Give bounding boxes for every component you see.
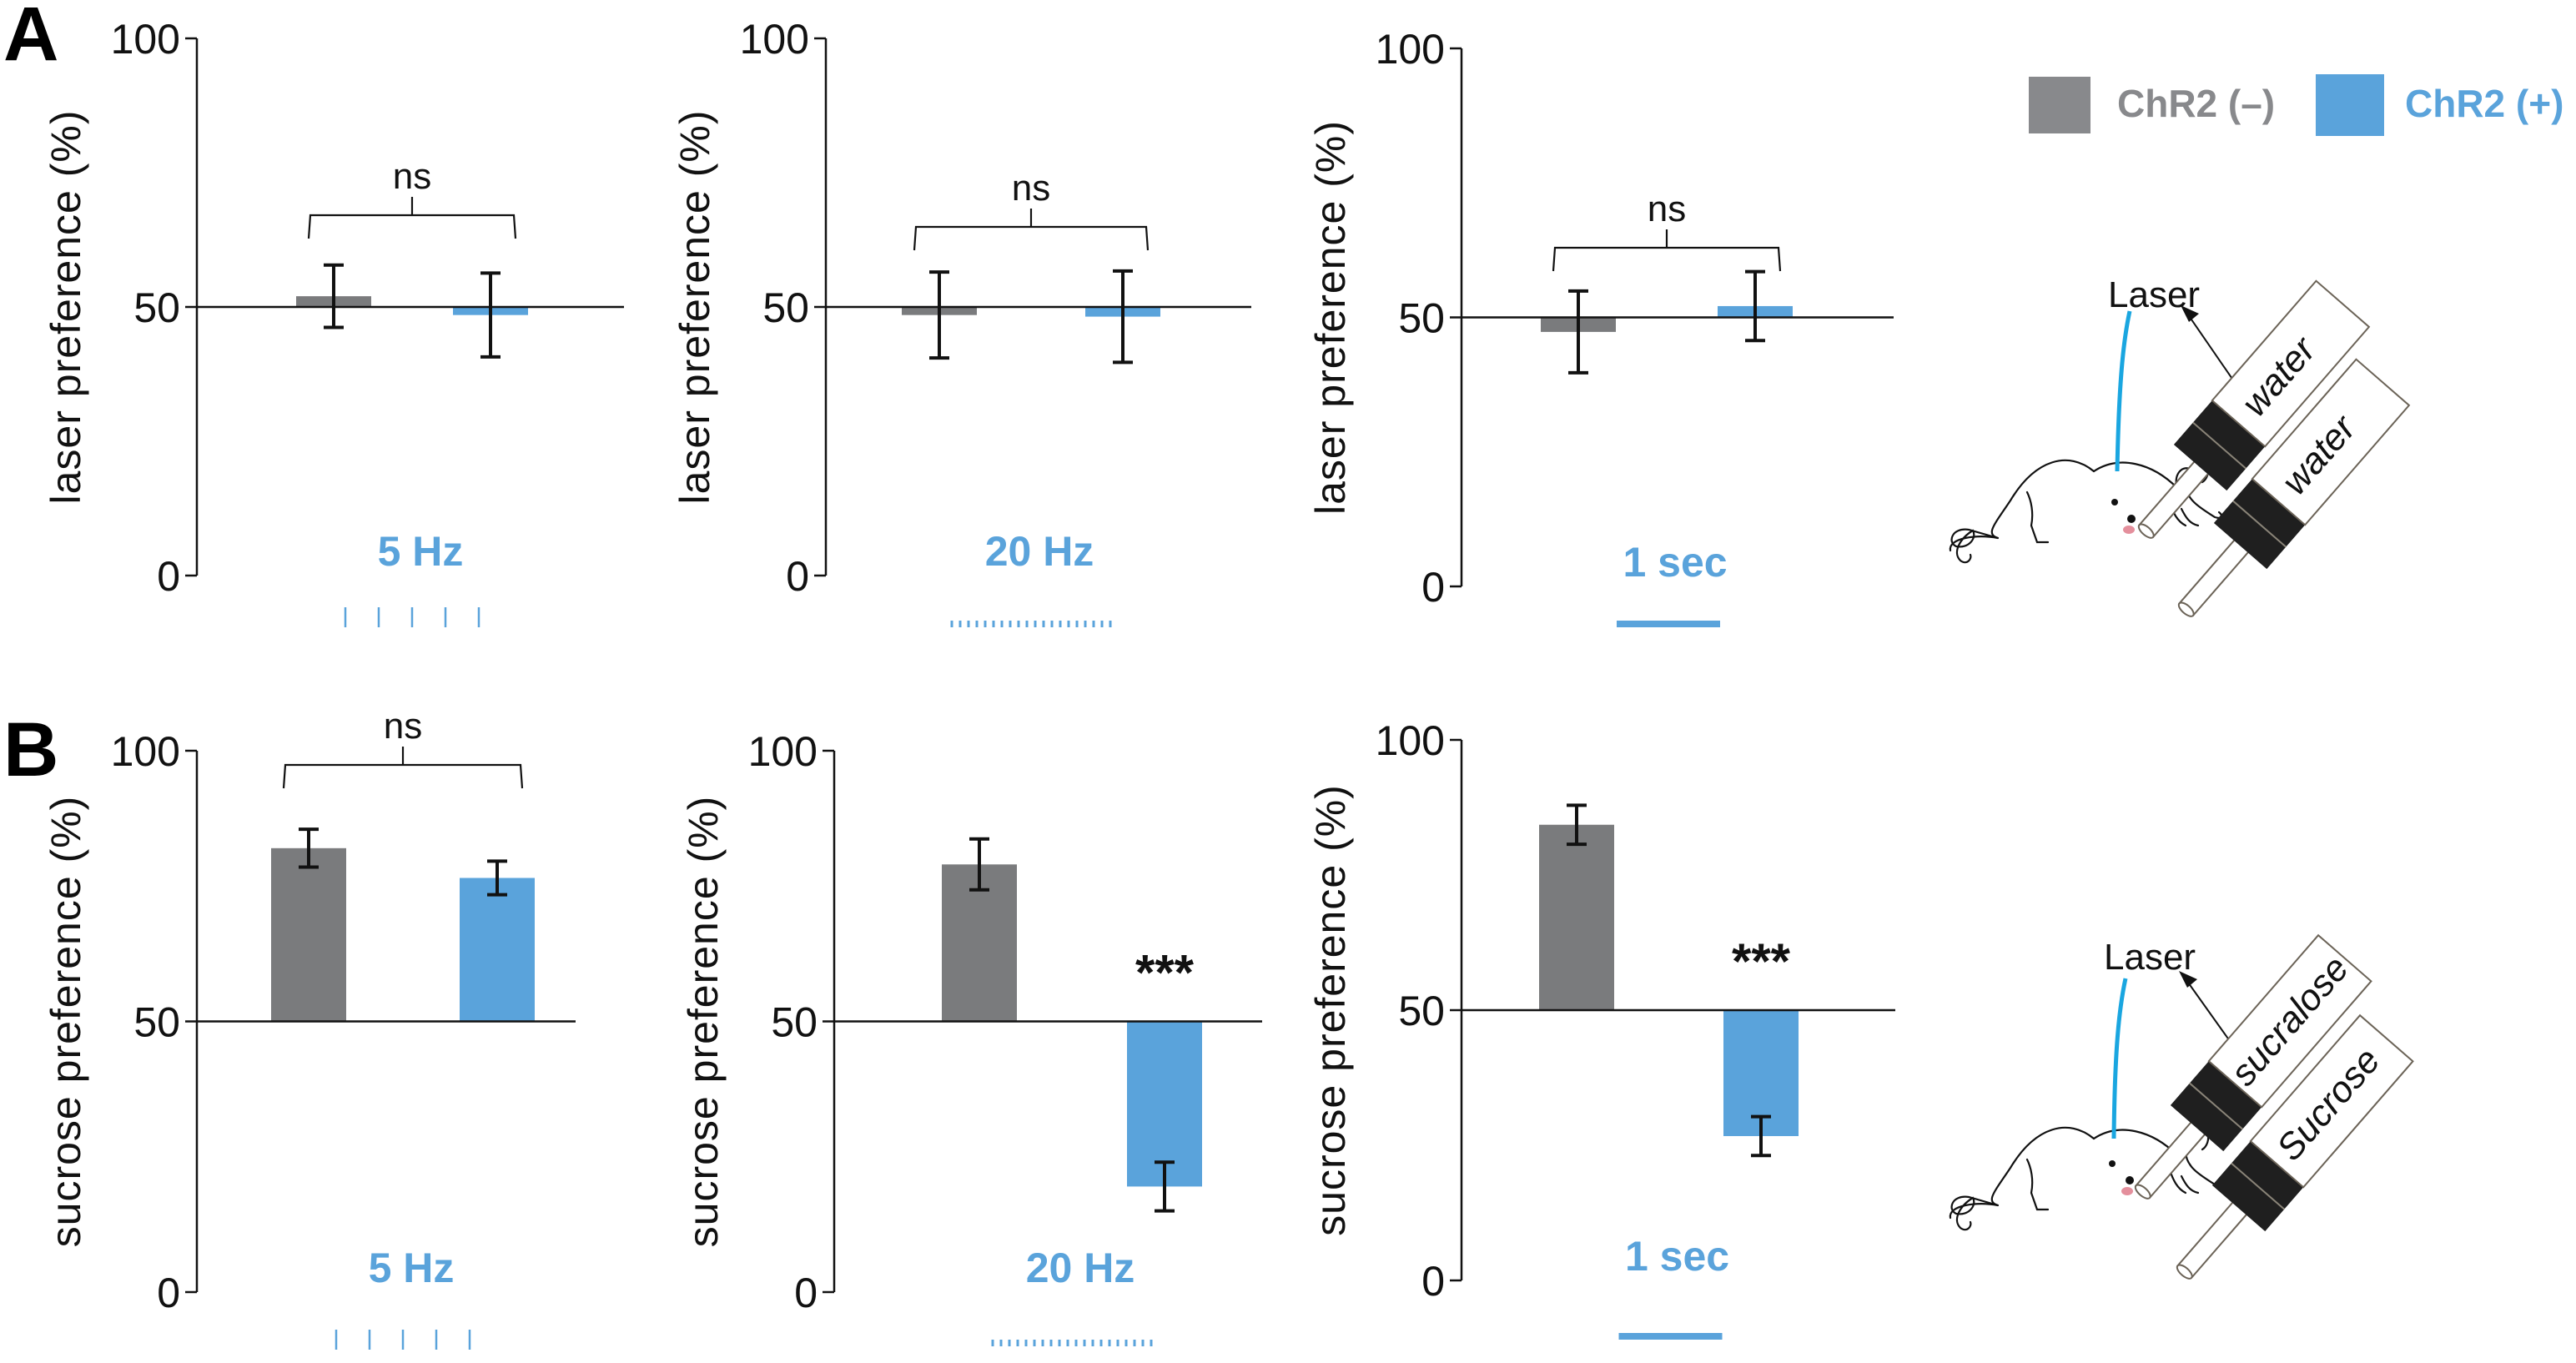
illustration-sucrose-setup: Laser sucralose Sucrose [1949,933,2414,1280]
condition-label: 1 sec [1625,1233,1729,1280]
y-tick-label: 50 [1398,988,1445,1034]
mouse-nose [2126,1176,2134,1184]
significance-bracket [913,225,1150,251]
y-axis-label: sucrose preference (%) [1307,784,1354,1236]
stimulus-continuous [1618,1333,1723,1340]
panel-letter-a: A [3,0,58,77]
significance-label: ns [1648,189,1686,229]
y-tick-label: 0 [794,1270,818,1316]
significance-bracket [282,763,524,789]
y-tick-label: 100 [740,16,809,63]
y-tick-label: 100 [111,728,180,775]
legend-swatch-chr2-neg [2029,77,2090,133]
mouse-nose [2127,515,2136,523]
legend-swatch-chr2-pos [2316,74,2384,136]
stimulus-continuous [1617,621,1720,627]
bar-chr2-neg [1539,824,1614,1010]
laser-fiber [2115,310,2132,472]
bar-chr2-pos [460,878,535,1022]
condition-label: 20 Hz [1026,1245,1135,1291]
arrow-head [2179,971,2197,988]
y-tick-label: 100 [748,728,818,775]
arrow-line [2183,308,2236,385]
laser-fiber [2111,978,2128,1139]
significance-label: ns [393,156,431,197]
y-tick-label: 100 [111,16,180,63]
significance-bracket [307,214,517,239]
significance-bracket [1552,246,1782,272]
bar-chr2-neg [271,847,346,1022]
chart-laser-5hz: 0 50 100 laser preference (%) ns 5 Hz [43,16,624,627]
y-axis-label: laser preference (%) [672,110,718,505]
legend: ChR2 (–) ChR2 (+) [2029,74,2563,136]
y-tick-label: 50 [133,284,180,331]
condition-label: 5 Hz [369,1245,455,1291]
y-tick-label: 100 [1376,26,1445,73]
arrow-head [2181,305,2199,322]
bottle-1: sucralose [2134,933,2372,1200]
chart-sucrose-5hz: 0 50 100 sucrose preference (%) ns 5 Hz [43,706,576,1350]
y-axis-label: sucrose preference (%) [680,796,727,1248]
y-tick-label: 50 [133,999,180,1046]
mouse-eye [2111,499,2118,505]
bottle-2: Sucrose [2176,1013,2414,1280]
y-tick-label: 0 [157,1270,180,1316]
significance-label: ns [384,706,422,747]
arrow-line [2181,973,2235,1048]
mouse-tongue [2121,1187,2133,1195]
significance-label: ns [1012,168,1050,209]
y-axis-label: laser preference (%) [1307,120,1354,515]
chart-sucrose-20hz: 0 50 100 sucrose preference (%) *** 20 Hz [680,728,1262,1346]
chart-sucrose-1sec: 0 50 100 sucrose preference (%) *** 1 sec [1307,717,1895,1340]
y-tick-label: 50 [762,284,809,331]
y-tick-label: 0 [1421,1258,1445,1305]
condition-label: 1 sec [1623,539,1727,586]
legend-label-chr2-pos: ChR2 (+) [2405,82,2563,125]
legend-label-chr2-neg: ChR2 (–) [2117,82,2275,125]
y-axis-label: sucrose preference (%) [43,796,89,1248]
mouse-tongue [2123,526,2135,534]
y-axis-label: laser preference (%) [43,110,89,505]
significance-label: *** [1732,933,1791,989]
mouse-drawing [1949,459,2223,564]
panel-letter-b: B [3,707,58,792]
bar-chr2-pos [1127,1021,1202,1187]
chart-laser-20hz: 0 50 100 laser preference (%) ns 20 Hz [672,16,1251,627]
condition-label: 20 Hz [985,528,1094,575]
mouse-eye [2109,1160,2116,1167]
significance-label: *** [1135,945,1195,1001]
y-tick-label: 0 [786,553,809,600]
condition-label: 5 Hz [378,528,464,575]
y-tick-label: 100 [1376,717,1445,764]
y-tick-label: 50 [771,999,818,1046]
laser-label: Laser [2104,937,2196,978]
y-tick-label: 50 [1398,295,1445,342]
y-tick-label: 0 [157,553,180,600]
y-tick-label: 0 [1421,564,1445,611]
chart-laser-1sec: 0 50 100 laser preference (%) ns 1 sec [1307,26,1894,627]
illustration-water-setup: Laser water water [1949,274,2411,617]
